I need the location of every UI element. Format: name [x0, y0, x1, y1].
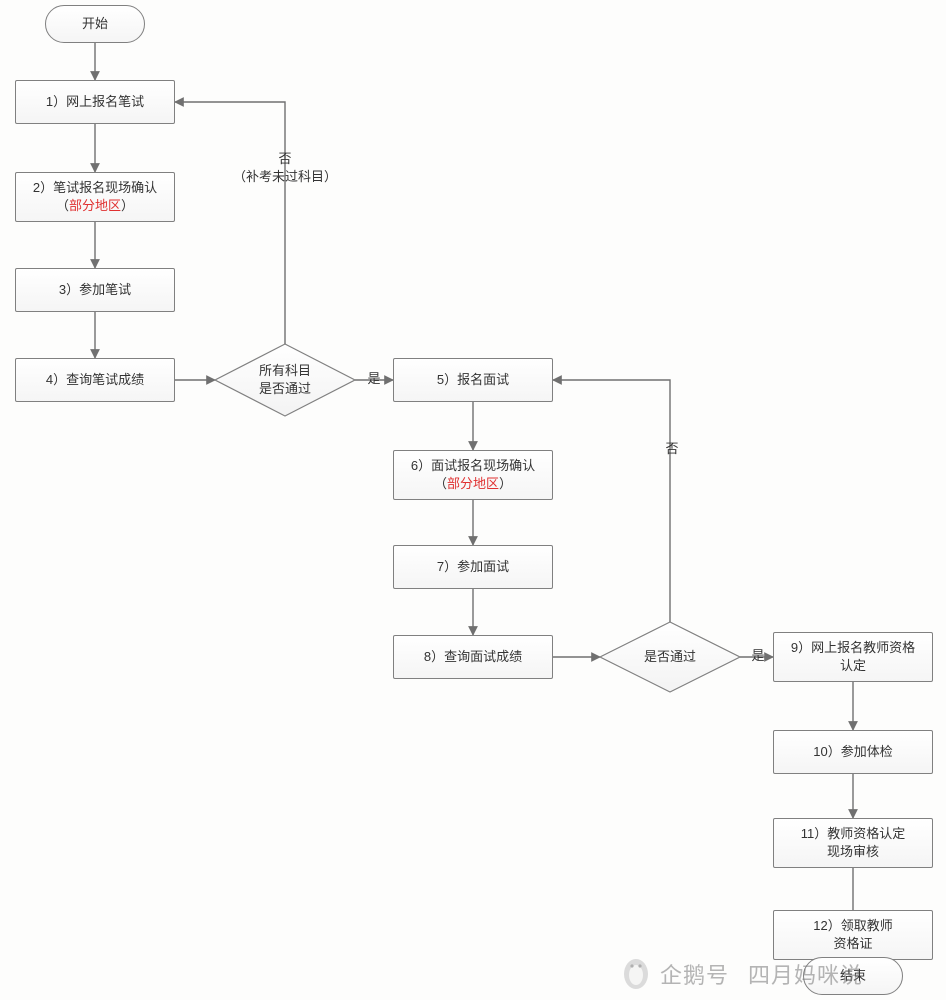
- node-step-6: 6）面试报名现场确认 （部分地区）: [393, 450, 553, 500]
- node-step-4-label: 4）查询笔试成绩: [46, 371, 144, 389]
- node-step-10: 10）参加体检: [773, 730, 933, 774]
- node-step-5: 5）报名面试: [393, 358, 553, 402]
- node-step-8: 8）查询面试成绩: [393, 635, 553, 679]
- node-step-10-label: 10）参加体检: [813, 743, 892, 761]
- node-step-3-label: 3）参加笔试: [59, 281, 131, 299]
- node-step-4: 4）查询笔试成绩: [15, 358, 175, 402]
- node-step-9-label: 9）网上报名教师资格 认定: [791, 639, 915, 675]
- node-step-1-label: 1）网上报名笔试: [46, 93, 144, 111]
- node-step-6-label: 6）面试报名现场确认 （部分地区）: [411, 457, 535, 493]
- node-step-2: 2）笔试报名现场确认 （部分地区）: [15, 172, 175, 222]
- watermark-brand: 企鹅号: [660, 958, 729, 990]
- node-step-3: 3）参加笔试: [15, 268, 175, 312]
- edge-label-yes-1: 是: [362, 370, 386, 388]
- node-step-12-label: 12）领取教师 资格证: [813, 917, 892, 953]
- node-step-11: 11）教师资格认定 现场审核: [773, 818, 933, 868]
- edge-label-no-2: 否: [660, 440, 684, 458]
- node-step-11-label: 11）教师资格认定 现场审核: [801, 825, 906, 861]
- node-decision-2: 是否通过: [620, 645, 720, 669]
- node-step-9: 9）网上报名教师资格 认定: [773, 632, 933, 682]
- node-start-label: 开始: [82, 15, 108, 33]
- node-step-8-label: 8）查询面试成绩: [424, 648, 522, 666]
- node-decision-1: 所有科目 是否通过: [235, 358, 335, 402]
- node-decision-1-label: 所有科目 是否通过: [259, 362, 311, 397]
- node-step-7: 7）参加面试: [393, 545, 553, 589]
- node-step-5-label: 5）报名面试: [437, 371, 509, 389]
- node-step-2-label: 2）笔试报名现场确认 （部分地区）: [33, 179, 157, 215]
- node-step-1: 1）网上报名笔试: [15, 80, 175, 124]
- node-start: 开始: [45, 5, 145, 43]
- node-step-12: 12）领取教师 资格证: [773, 910, 933, 960]
- edge-label-no-1: 否 （补考未过科目）: [215, 150, 355, 186]
- penguin-icon: [618, 950, 654, 990]
- watermark-author: 四月妈咪说: [748, 958, 863, 990]
- node-decision-2-label: 是否通过: [644, 648, 696, 666]
- node-step-7-label: 7）参加面试: [437, 558, 509, 576]
- edge-label-yes-2: 是: [746, 647, 770, 665]
